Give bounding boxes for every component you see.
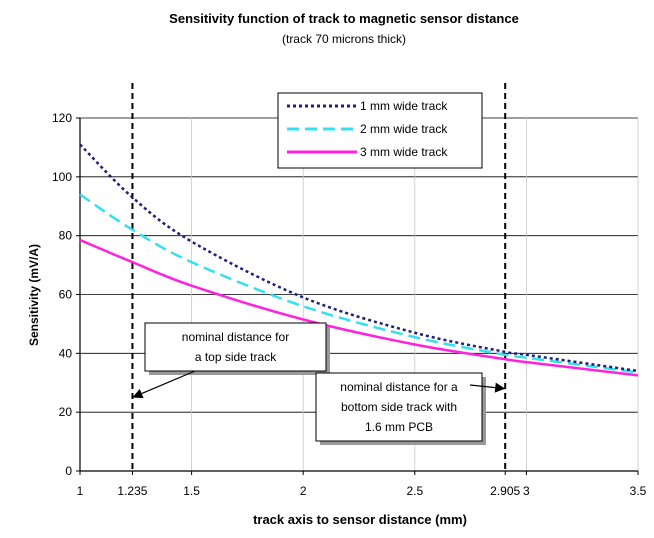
y-tick-label: 40 xyxy=(59,346,73,360)
legend-label: 3 mm wide track xyxy=(360,145,448,159)
series-line xyxy=(79,193,639,374)
plot-area: 0 20 40 60 80 100 120 1 1.235 1.5 2 2.5 2.905 3 3.5 1 m… xyxy=(52,83,647,498)
y-tick-label: 0 xyxy=(65,464,72,478)
x-tick-label: 1.235 xyxy=(117,484,147,498)
annotation: nominal distance for a top side track xyxy=(132,322,330,399)
annotation-arrowhead xyxy=(132,388,144,399)
y-tick-label: 100 xyxy=(52,170,72,184)
series-line xyxy=(79,143,639,373)
x-tick-label: 2.905 xyxy=(490,484,520,498)
annotation-text: a top side track xyxy=(195,350,277,364)
y-tick-label: 80 xyxy=(59,229,73,243)
legend: 1 mm wide track 2 mm wide track 3 mm wide … xyxy=(277,92,483,169)
annotation-box xyxy=(144,322,327,372)
chart-title: Sensitivity function of track to magneti… xyxy=(169,11,519,26)
chart-subtitle: (track 70 microns thick) xyxy=(282,32,406,46)
y-tick-label: 20 xyxy=(59,405,73,419)
annotation-arrow xyxy=(132,370,196,399)
x-tick-label: 3.5 xyxy=(630,484,647,498)
y-axis-label: Sensitivity (mV/A) xyxy=(27,244,41,346)
annotation-text: 1.6 mm PCB xyxy=(365,420,433,434)
annotation-arrowhead xyxy=(494,382,506,393)
annotation-text: bottom side track with xyxy=(341,400,457,414)
x-tick-label: 2 xyxy=(300,484,307,498)
y-tick-label: 120 xyxy=(52,111,72,125)
x-tick-label: 1.5 xyxy=(183,484,200,498)
series-line xyxy=(79,238,639,377)
x-tick-label: 3 xyxy=(523,484,530,498)
x-tick-label: 2.5 xyxy=(406,484,423,498)
x-tick-label: 1 xyxy=(77,484,84,498)
y-tick-label: 60 xyxy=(59,288,73,302)
annotation-box xyxy=(315,372,483,442)
annotation-text: nominal distance for xyxy=(182,330,289,344)
annotation: nominal distance for a bottom side track … xyxy=(315,372,506,445)
legend-label: 1 mm wide track xyxy=(360,99,448,113)
x-axis-label: track axis to sensor distance (mm) xyxy=(253,512,467,527)
annotation-text: nominal distance for a xyxy=(340,380,458,394)
legend-label: 2 mm wide track xyxy=(360,122,448,136)
